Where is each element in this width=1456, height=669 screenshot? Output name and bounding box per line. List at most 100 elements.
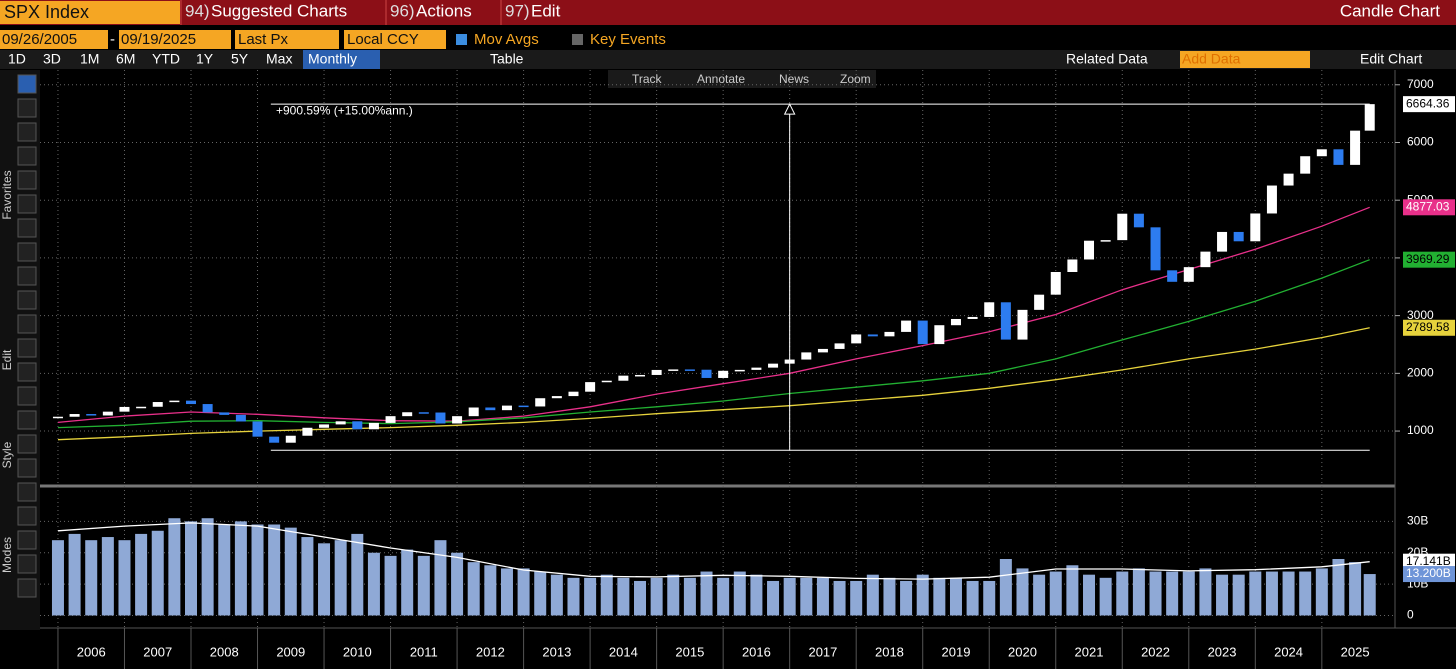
candle-body	[235, 414, 246, 422]
moving-average	[57, 206, 1370, 424]
menu-number[interactable]: 96)	[390, 1, 415, 20]
candle-body	[1333, 149, 1344, 165]
related-data[interactable]: Related Data	[1066, 51, 1148, 67]
tool-button[interactable]: Zoom	[840, 72, 871, 86]
sidebar-icon[interactable]	[17, 338, 37, 358]
volume-bar	[301, 537, 314, 616]
volume-bar	[51, 540, 64, 616]
security[interactable]: SPX Index	[4, 2, 89, 22]
candle-body	[568, 391, 579, 397]
sidebar-icon[interactable]	[17, 578, 37, 598]
currency[interactable]: Local CCY	[347, 31, 419, 48]
candle-body	[585, 382, 596, 392]
sidebar-icon[interactable]	[17, 242, 37, 262]
volume-bar	[584, 577, 597, 616]
sidebar-icon[interactable]	[17, 122, 37, 142]
volume-bar	[700, 571, 713, 616]
currency-box[interactable]	[344, 30, 446, 49]
add-data[interactable]: Add Data	[1182, 51, 1241, 67]
sidebar-icon[interactable]	[17, 290, 37, 310]
volume-bar	[201, 518, 214, 616]
volume-bar	[1066, 565, 1079, 616]
period-button[interactable]: 1M	[80, 51, 99, 67]
sidebar-icon[interactable]	[17, 98, 37, 118]
volume-bar	[1299, 571, 1312, 616]
field[interactable]: Last Px	[238, 31, 289, 48]
candle-body	[1050, 271, 1061, 295]
period-button[interactable]: 1D	[8, 51, 26, 67]
sidebar-icon[interactable]	[17, 170, 37, 190]
end-date[interactable]: 09/19/2025	[121, 31, 196, 48]
candle-body	[1300, 156, 1311, 174]
mov-avgs[interactable]: Mov Avgs	[474, 31, 539, 48]
menu-number[interactable]: 94)	[185, 1, 210, 20]
add-data-box[interactable]	[1180, 51, 1310, 68]
x-tick-label: 2014	[609, 644, 638, 659]
period-button[interactable]: 1Y	[196, 51, 214, 67]
sidebar-icon[interactable]	[17, 74, 37, 94]
end-date-box[interactable]	[119, 30, 231, 49]
candle-body	[302, 427, 313, 436]
candle-body	[967, 316, 978, 319]
volume-tick-label: 0	[1407, 608, 1414, 622]
sidebar-icon[interactable]	[17, 386, 37, 406]
sidebar-icon[interactable]	[17, 434, 37, 454]
menu-number[interactable]: 97)	[505, 1, 530, 20]
key-events[interactable]: Key Events	[590, 31, 666, 48]
x-tick-label: 2013	[542, 644, 571, 659]
candle-body	[269, 436, 280, 443]
field-box[interactable]	[235, 30, 339, 49]
tool-button[interactable]: Track	[632, 72, 663, 86]
candle-body	[1233, 231, 1244, 242]
volume-bar	[500, 568, 513, 616]
sidebar-icon[interactable]	[17, 194, 37, 214]
x-tick-label: 2016	[742, 644, 771, 659]
sidebar-icon[interactable]	[17, 266, 37, 286]
frequency[interactable]: Monthly	[308, 51, 357, 67]
period-button[interactable]: YTD	[152, 51, 180, 67]
sidebar-icon[interactable]	[17, 410, 37, 430]
tool-button[interactable]: Annotate	[697, 72, 745, 86]
key-events-checkbox[interactable]	[572, 34, 583, 45]
sidebar-icon[interactable]	[17, 554, 37, 574]
sidebar-icon[interactable]	[17, 506, 37, 526]
period-button[interactable]: 6M	[116, 51, 135, 67]
volume-bar	[567, 577, 580, 616]
x-tick-label: 2008	[210, 644, 239, 659]
sidebar-icon[interactable]	[17, 530, 37, 550]
volume-bar	[833, 580, 846, 616]
volume-bar	[1099, 577, 1112, 616]
sidebar-icon[interactable]	[17, 482, 37, 502]
volume-bar	[783, 577, 796, 616]
ma-last-tag-box	[1403, 319, 1455, 336]
start-date-box[interactable]	[0, 30, 108, 49]
security-box[interactable]	[0, 1, 180, 24]
menu-label[interactable]: Suggested Charts	[211, 1, 347, 20]
volume-bar	[617, 577, 630, 616]
sidebar-icon[interactable]	[17, 362, 37, 382]
menu-label[interactable]: Actions	[416, 1, 472, 20]
candle-body	[86, 414, 97, 416]
tool-button[interactable]: News	[779, 72, 809, 86]
sidebar-icon[interactable]	[17, 458, 37, 478]
period-button[interactable]: Max	[266, 51, 292, 67]
menu-label[interactable]: Edit	[531, 1, 561, 20]
period-button[interactable]: 5Y	[231, 51, 249, 67]
candle-body	[701, 369, 712, 378]
mov-avgs-checkbox[interactable]	[456, 34, 467, 45]
candle-body	[136, 406, 147, 409]
table-button[interactable]: Table	[490, 51, 524, 67]
date-dash: -	[110, 31, 115, 48]
candle-body	[1266, 185, 1277, 214]
sidebar-icon[interactable]	[17, 314, 37, 334]
edit-chart[interactable]: Edit Chart	[1360, 51, 1422, 67]
sidebar-icon[interactable]	[17, 146, 37, 166]
frequency-box[interactable]	[303, 50, 380, 69]
candle-body	[817, 348, 828, 353]
start-date[interactable]: 09/26/2005	[2, 31, 77, 48]
volume-bar	[1249, 571, 1262, 616]
period-button[interactable]: 3D	[43, 51, 61, 67]
sidebar-icon[interactable]	[17, 218, 37, 238]
candle-body	[352, 421, 363, 430]
volume-bar	[866, 574, 879, 616]
